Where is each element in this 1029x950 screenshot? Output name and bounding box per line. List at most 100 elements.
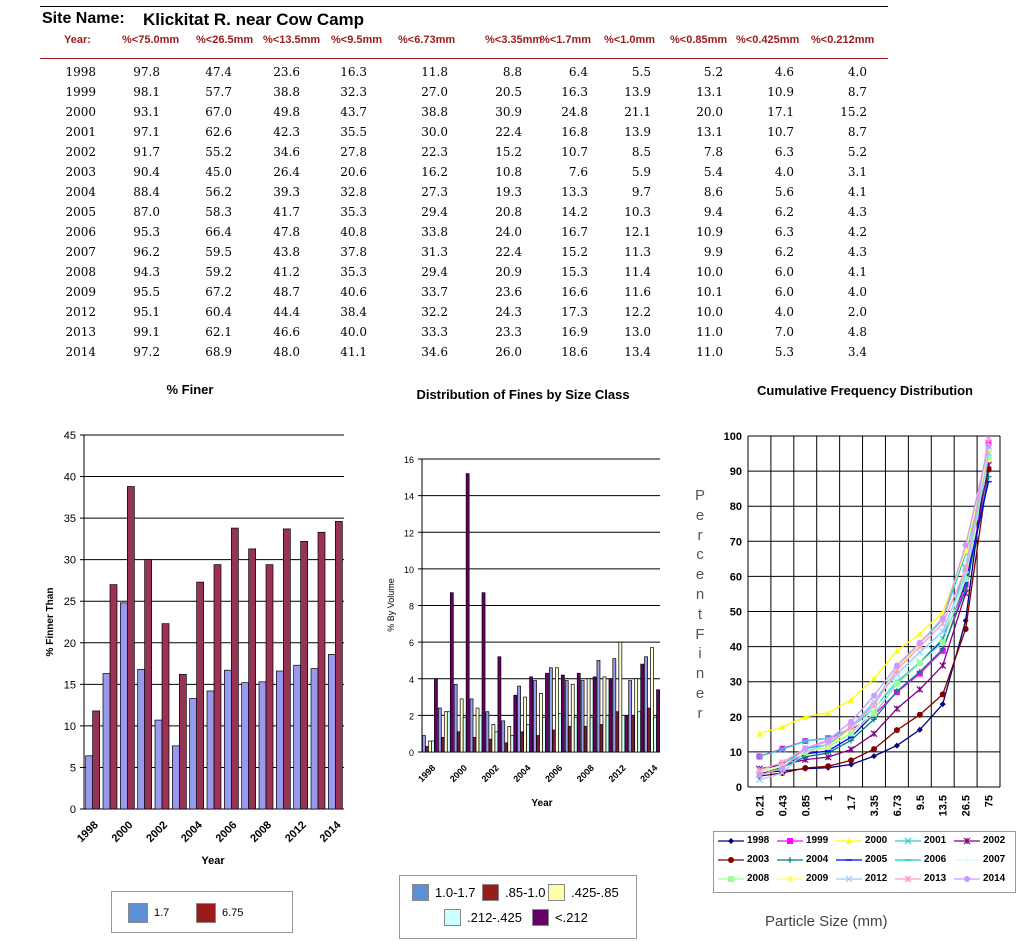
chart2-bar	[526, 724, 530, 753]
table-cell: 41.2	[273, 265, 300, 279]
chart3-ylabel-letter: t	[697, 605, 703, 623]
table-cell: 16.6	[561, 285, 588, 299]
chart2-bar	[624, 715, 629, 753]
chart2-bar	[513, 694, 518, 753]
chart3-legend-marker	[846, 837, 852, 844]
chart1-bar	[241, 682, 250, 810]
chart2-bar	[529, 676, 533, 753]
chart1-xtick-label: 2004	[179, 819, 205, 845]
chart2-bar	[631, 715, 636, 753]
chart3-legend-item: 1998	[718, 835, 769, 846]
chart3-legend-marker	[787, 837, 793, 844]
chart2-bar	[422, 735, 426, 753]
table-cell: 97.8	[133, 65, 160, 79]
chart2-bar	[501, 720, 506, 753]
table-cell: 18.6	[561, 345, 588, 359]
table-cell: 11.0	[696, 325, 723, 339]
table-header-rule	[40, 58, 888, 59]
chart3-legend-marker	[845, 875, 853, 882]
chart2-bar	[428, 740, 432, 753]
table-cell: 34.6	[273, 145, 300, 159]
chart3-point	[962, 586, 969, 593]
chart3-point	[848, 718, 855, 725]
table-cell: 40.8	[340, 225, 367, 239]
table-cell: 27.3	[421, 185, 448, 199]
table-cell: 88.4	[133, 185, 160, 199]
table-cell: 15.2	[495, 145, 522, 159]
chart1-ytick-label: 30	[64, 555, 76, 567]
chart2-bar	[570, 683, 575, 753]
table-cell: 4.0	[847, 65, 867, 79]
table-cell: 27.8	[340, 145, 367, 159]
chart3-point	[893, 727, 900, 734]
chart3-title: Cumulative Frequency Distribution	[757, 383, 973, 398]
chart2-legend-label: <.212	[555, 910, 588, 926]
chart3-point	[916, 685, 924, 693]
chart1-xtick-label: 2006	[214, 819, 240, 845]
chart2-bar	[481, 592, 486, 753]
chart3-point	[779, 723, 786, 730]
table-cell: 10.7	[561, 145, 588, 159]
chart2-bar	[586, 678, 591, 753]
chart2-bar	[644, 656, 648, 753]
chart3-ylabel-letter: i	[698, 645, 702, 663]
chart3-legend-glyph	[954, 856, 980, 863]
chart3-legend-glyph	[954, 837, 980, 844]
table-cell: 4.1	[847, 265, 867, 279]
chart2-legend-label: .85-1.0	[505, 885, 546, 901]
chart3-point	[962, 581, 969, 588]
chart3-point	[847, 746, 855, 753]
table-cell: 2008	[65, 265, 96, 279]
chart3-point	[916, 648, 924, 656]
table-cell: 2.0	[847, 305, 867, 319]
chart3-xtick-label: 9.5	[915, 795, 927, 810]
chart3-point	[939, 691, 946, 698]
chart2-bar	[608, 678, 613, 753]
chart3-legend-marker	[787, 875, 793, 882]
table-cell: 16.9	[561, 325, 588, 339]
chart3-ytick-label: 10	[730, 747, 742, 759]
chart3-point	[870, 730, 878, 738]
chart2-bar	[647, 707, 651, 753]
chart3-legend-glyph	[895, 837, 921, 844]
chart3-ytick-label: 0	[736, 782, 742, 794]
table-cell: 2002	[65, 145, 96, 159]
table-cell: 59.5	[205, 245, 232, 259]
table-cell: 2004	[65, 185, 96, 199]
chart2-bar	[491, 724, 496, 753]
chart3-ytick-label: 80	[730, 501, 742, 513]
chart3-legend-marker	[787, 856, 793, 863]
chart2-bar	[637, 711, 642, 753]
chart3-point	[962, 542, 969, 549]
chart1-legend-swatch	[196, 903, 216, 923]
table-cell: 29.4	[421, 265, 448, 279]
table-cell: 66.4	[205, 225, 232, 239]
table-row: 1998 97.8 47.4 23.6 16.3 11.8 8.8 6.4 5.5 5.2 4.6 4…	[40, 65, 890, 85]
chart1-legend-item: 6.75	[196, 903, 243, 923]
table-cell: 32.3	[340, 85, 367, 99]
table-cell: 32.8	[340, 185, 367, 199]
chart2-bar	[564, 680, 569, 753]
chart3-legend-item: 2004	[777, 854, 828, 865]
table-cell: 58.3	[205, 205, 232, 219]
chart2-bar	[612, 658, 617, 753]
table-cell: 23.6	[495, 285, 522, 299]
table-cell: 43.8	[273, 245, 300, 259]
chart1-legend-swatch	[128, 903, 148, 923]
chart2-legend-item: .212-.425	[444, 909, 522, 927]
chart2-bar	[446, 711, 451, 753]
table-cell: 33.7	[421, 285, 448, 299]
chart3-legend-item: 2014	[954, 873, 1005, 884]
chart1-xtick-label: 2014	[318, 819, 344, 845]
chart1-bar	[293, 664, 302, 810]
chart3-point	[756, 776, 763, 784]
table-cell: 15.2	[561, 245, 588, 259]
chart2-bar	[478, 715, 483, 753]
chart3-point	[756, 730, 763, 737]
chart2-ytick-label: 10	[404, 565, 414, 575]
site-name-label: Site Name:	[42, 10, 125, 27]
table-cell: 20.9	[495, 265, 522, 279]
chart3-point	[825, 709, 832, 716]
table-cell: 7.6	[568, 165, 588, 179]
chart3-legend-item: 1999	[777, 835, 828, 846]
